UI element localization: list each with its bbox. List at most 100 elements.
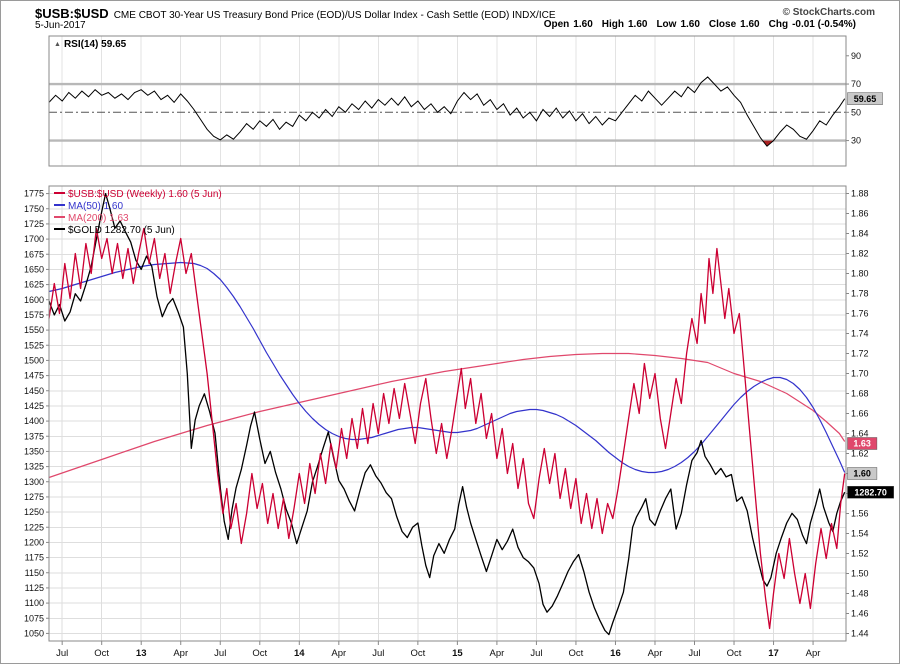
- rsi-axis-label: 70: [851, 79, 861, 89]
- quote-close-value: 1.60: [740, 19, 760, 30]
- left-axis-label: 1075: [24, 613, 44, 623]
- left-axis-label: 1250: [24, 507, 44, 517]
- series-line-usb-usd: [48, 227, 846, 630]
- rsi-panel-bg: [49, 36, 846, 166]
- quote-low-label: Low: [656, 19, 677, 30]
- quote-open-label: Open: [543, 19, 570, 30]
- x-axis-label: Jul: [688, 648, 700, 659]
- legend-line-swatch: [54, 216, 65, 218]
- left-axis-label: 1750: [24, 204, 44, 214]
- legend-line-swatch: [54, 228, 65, 230]
- chart-legend: $USB:$USD (Weekly) 1.60 (5 Jun) MA(50) 1.…: [54, 189, 222, 237]
- left-axis-label: 1200: [24, 537, 44, 547]
- main-panel-border: [48, 185, 847, 642]
- x-axis-label: Apr: [173, 648, 188, 659]
- left-axis-label: 1275: [24, 492, 44, 502]
- right-axis-label: 1.56: [851, 509, 869, 519]
- main-panel-bg: [49, 186, 846, 641]
- left-axis-label: 1400: [24, 416, 44, 426]
- x-axis-label: Jul: [214, 648, 226, 659]
- left-axis-label: 1300: [24, 477, 44, 487]
- legend-item: MA(50) 1.60: [54, 201, 222, 213]
- legend-line-swatch: [54, 192, 65, 194]
- legend-item: MA(200) 1.63: [54, 213, 222, 225]
- x-axis-label: Jul: [372, 648, 384, 659]
- x-axis-label: Oct: [727, 648, 742, 659]
- left-axis-label: 1100: [25, 598, 44, 608]
- stockcharts-copyright: © StockCharts.com: [782, 7, 875, 18]
- rsi-label-text: RSI(14) 59.65: [63, 39, 127, 50]
- right-axis-label: 1.70: [851, 369, 869, 379]
- last-value-text: 1.60: [853, 469, 871, 479]
- left-axis-label: 1225: [24, 522, 44, 532]
- quote-open-value: 1.60: [573, 19, 593, 30]
- legend-line-swatch: [54, 204, 65, 206]
- x-axis-label: Jul: [530, 648, 542, 659]
- right-axis-label: 1.54: [851, 529, 869, 539]
- x-axis-label: 15: [452, 648, 463, 659]
- x-axis-label: Oct: [252, 648, 267, 659]
- rsi-axis-label: 90: [851, 51, 861, 61]
- right-axis-label: 1.74: [851, 329, 869, 339]
- right-axis-label: 1.62: [851, 449, 869, 459]
- left-axis-label: 1775: [24, 189, 44, 199]
- x-axis-label: 16: [610, 648, 621, 659]
- last-value-text: 59.65: [854, 94, 877, 104]
- left-axis-label: 1725: [24, 219, 44, 229]
- series-line-ma200: [48, 352, 846, 479]
- right-axis-label: 1.50: [851, 569, 869, 579]
- left-axis-label: 1325: [24, 462, 44, 472]
- series-line-ma50: [48, 261, 846, 474]
- x-axis-label: Apr: [331, 648, 346, 659]
- quote-high-value: 1.60: [627, 19, 648, 30]
- left-axis-label: 1175: [25, 553, 44, 563]
- right-axis-label: 1.86: [851, 209, 869, 219]
- x-axis-label: Oct: [94, 648, 109, 659]
- legend-label: $GOLD 1282.70 (5 Jun): [68, 225, 175, 236]
- left-axis-label: 1050: [24, 628, 44, 638]
- left-axis-label: 1675: [24, 249, 44, 259]
- left-axis-label: 1600: [24, 295, 44, 305]
- panel-collapse-icon[interactable]: ▲: [54, 41, 61, 48]
- right-axis-label: 1.80: [851, 269, 869, 279]
- rsi-line: [48, 76, 846, 147]
- x-axis-label: Jul: [56, 648, 68, 659]
- x-axis-label: 14: [294, 648, 305, 659]
- rsi-panel-border: [48, 35, 847, 167]
- x-axis-label: 17: [768, 648, 779, 659]
- left-axis-label: 1450: [24, 386, 44, 396]
- symbol-description: CME CBOT 30-Year US Treasury Bond Price …: [113, 10, 556, 21]
- right-axis-label: 1.64: [851, 429, 869, 439]
- legend-label: MA(50) 1.60: [68, 201, 124, 212]
- left-axis-label: 1550: [24, 325, 44, 335]
- right-axis-label: 1.88: [851, 189, 869, 199]
- chart-date: 5-Jun-2017: [35, 20, 86, 31]
- x-axis-label: 13: [136, 648, 147, 659]
- rsi-axis-label: 30: [851, 136, 861, 146]
- right-axis-label: 1.66: [851, 409, 869, 419]
- left-axis-label: 1525: [24, 340, 44, 350]
- quote-chg-value: -0.01 (-0.54%): [792, 19, 856, 30]
- left-axis-label: 1650: [24, 264, 44, 274]
- legend-item: $GOLD 1282.70 (5 Jun): [54, 225, 222, 237]
- symbol-title: $USB:$USD: [35, 6, 109, 21]
- left-axis-label: 1350: [24, 446, 44, 456]
- right-axis-label: 1.84: [851, 229, 869, 239]
- chart-header: $USB:$USD CME CBOT 30-Year US Treasury Bo…: [35, 5, 556, 23]
- series-line-gold: [48, 192, 846, 636]
- left-axis-label: 1150: [25, 568, 44, 578]
- rsi-indicator-label: ▲ RSI(14) 59.65: [54, 39, 126, 50]
- last-value-box: [847, 467, 878, 480]
- left-axis-label: 1125: [25, 583, 44, 593]
- last-value-box: [847, 437, 878, 450]
- right-axis-label: 1.46: [851, 609, 869, 619]
- x-axis-label: Oct: [569, 648, 584, 659]
- right-axis-label: 1.68: [851, 389, 869, 399]
- left-axis-label: 1425: [24, 401, 44, 411]
- quote-high-label: High: [601, 19, 624, 30]
- last-value-box: [847, 92, 883, 105]
- rsi-oversold-area: [762, 140, 774, 147]
- right-axis-label: 1.44: [851, 629, 869, 639]
